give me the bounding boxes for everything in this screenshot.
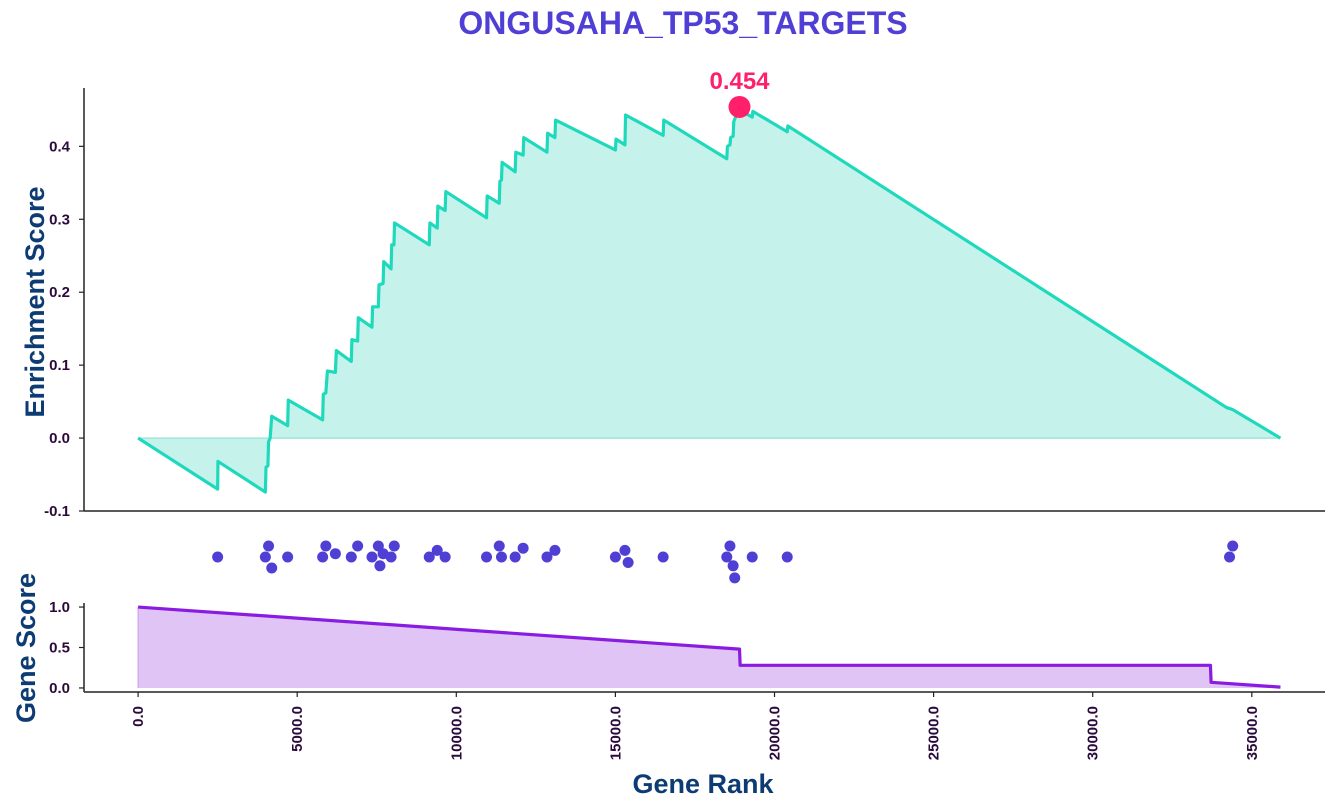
gene-hit-point xyxy=(781,551,793,563)
gene-hit-point xyxy=(263,540,275,552)
score-y-tick-label: 0.5 xyxy=(49,640,70,657)
peak-marker xyxy=(728,95,751,118)
gene-hit-point xyxy=(388,540,400,552)
x-tick-label: 10000.0 xyxy=(448,706,465,760)
gene-hit-point xyxy=(259,551,271,563)
gene-hit-point xyxy=(495,551,507,563)
gene-hit-point xyxy=(366,551,378,563)
es-y-tick-label: 0.4 xyxy=(49,138,71,155)
gene-hit-point xyxy=(517,542,529,554)
es-y-tick-label: 0.3 xyxy=(49,211,70,228)
gene-hit-point xyxy=(729,572,741,584)
peak-value-label: 0.454 xyxy=(709,68,770,95)
enrichment-line xyxy=(137,105,1282,494)
es-y-tick-label: 0.1 xyxy=(49,357,70,374)
gene-hit-point xyxy=(622,557,634,568)
gene-hit-point xyxy=(619,544,631,556)
x-axis-label: Gene Rank xyxy=(632,769,774,799)
gene-rank-axis: 0.0 5000.0 10000.0 15000.0 20000.0 25000.0 300… xyxy=(130,692,1261,760)
x-tick-label: 5000.0 xyxy=(289,706,306,752)
es-y-tick-label: 0.2 xyxy=(49,284,70,301)
x-tick-label: 30000.0 xyxy=(1085,706,1102,760)
x-tick-label: 15000.0 xyxy=(607,706,624,760)
es-y-tick-label: 0.0 xyxy=(49,430,70,447)
gene-hit-point xyxy=(721,551,733,563)
x-tick-label: 35000.0 xyxy=(1244,706,1261,760)
gene-hit-point xyxy=(431,544,443,556)
gene-hit-point xyxy=(746,551,758,563)
gene-hit-point xyxy=(282,551,294,563)
gene-hit-point xyxy=(1224,551,1236,563)
gene-hit-point xyxy=(385,551,397,563)
gene-hit-point xyxy=(493,540,505,552)
gene-hit-point xyxy=(423,551,435,563)
enrichment-score-panel: -0.1 0.0 0.1 0.2 0.3 0.4 0.454 xyxy=(44,68,1325,520)
gene-hit-point xyxy=(509,551,521,563)
gene-hit-point xyxy=(541,551,553,563)
gene-hit-point xyxy=(727,560,739,572)
gene-hit-point xyxy=(1227,540,1239,552)
gene-hit-point xyxy=(320,540,332,552)
gene-hit-point xyxy=(549,544,561,556)
score-y-tick-label: 1.0 xyxy=(49,599,70,616)
es-y-tick-label: -0.1 xyxy=(44,503,70,520)
chart-title: ONGUSAHA_TP53_TARGETS xyxy=(458,5,907,41)
x-tick-label: 0.0 xyxy=(130,706,147,727)
x-tick-label: 20000.0 xyxy=(767,706,784,760)
gene-hit-point xyxy=(352,540,364,552)
gene-hit-point xyxy=(374,560,386,572)
gene-score-panel: 0.0 0.5 1.0 xyxy=(49,599,1325,697)
gene-hit-point xyxy=(345,551,357,563)
gene-hit-point xyxy=(481,551,493,563)
score-y-tick-label: 0.0 xyxy=(49,680,70,697)
enrichment-area xyxy=(138,106,1281,493)
gene-hits-panel xyxy=(212,540,1239,584)
gene-hit-point xyxy=(439,551,451,563)
gene-hit-point xyxy=(724,540,736,552)
gene-hit-point xyxy=(212,551,224,563)
x-tick-label: 25000.0 xyxy=(926,706,943,760)
gene-hit-point xyxy=(266,562,278,574)
gene-hit-point xyxy=(609,551,621,563)
gene-hit-point xyxy=(329,548,341,560)
gene-hit-point xyxy=(657,551,669,563)
gene-score-axis-label: Gene Score xyxy=(11,573,41,723)
gene-hit-point xyxy=(317,551,329,563)
enrichment-score-axis-label: Enrichment Score xyxy=(20,186,50,417)
gene-score-line xyxy=(137,605,1281,689)
